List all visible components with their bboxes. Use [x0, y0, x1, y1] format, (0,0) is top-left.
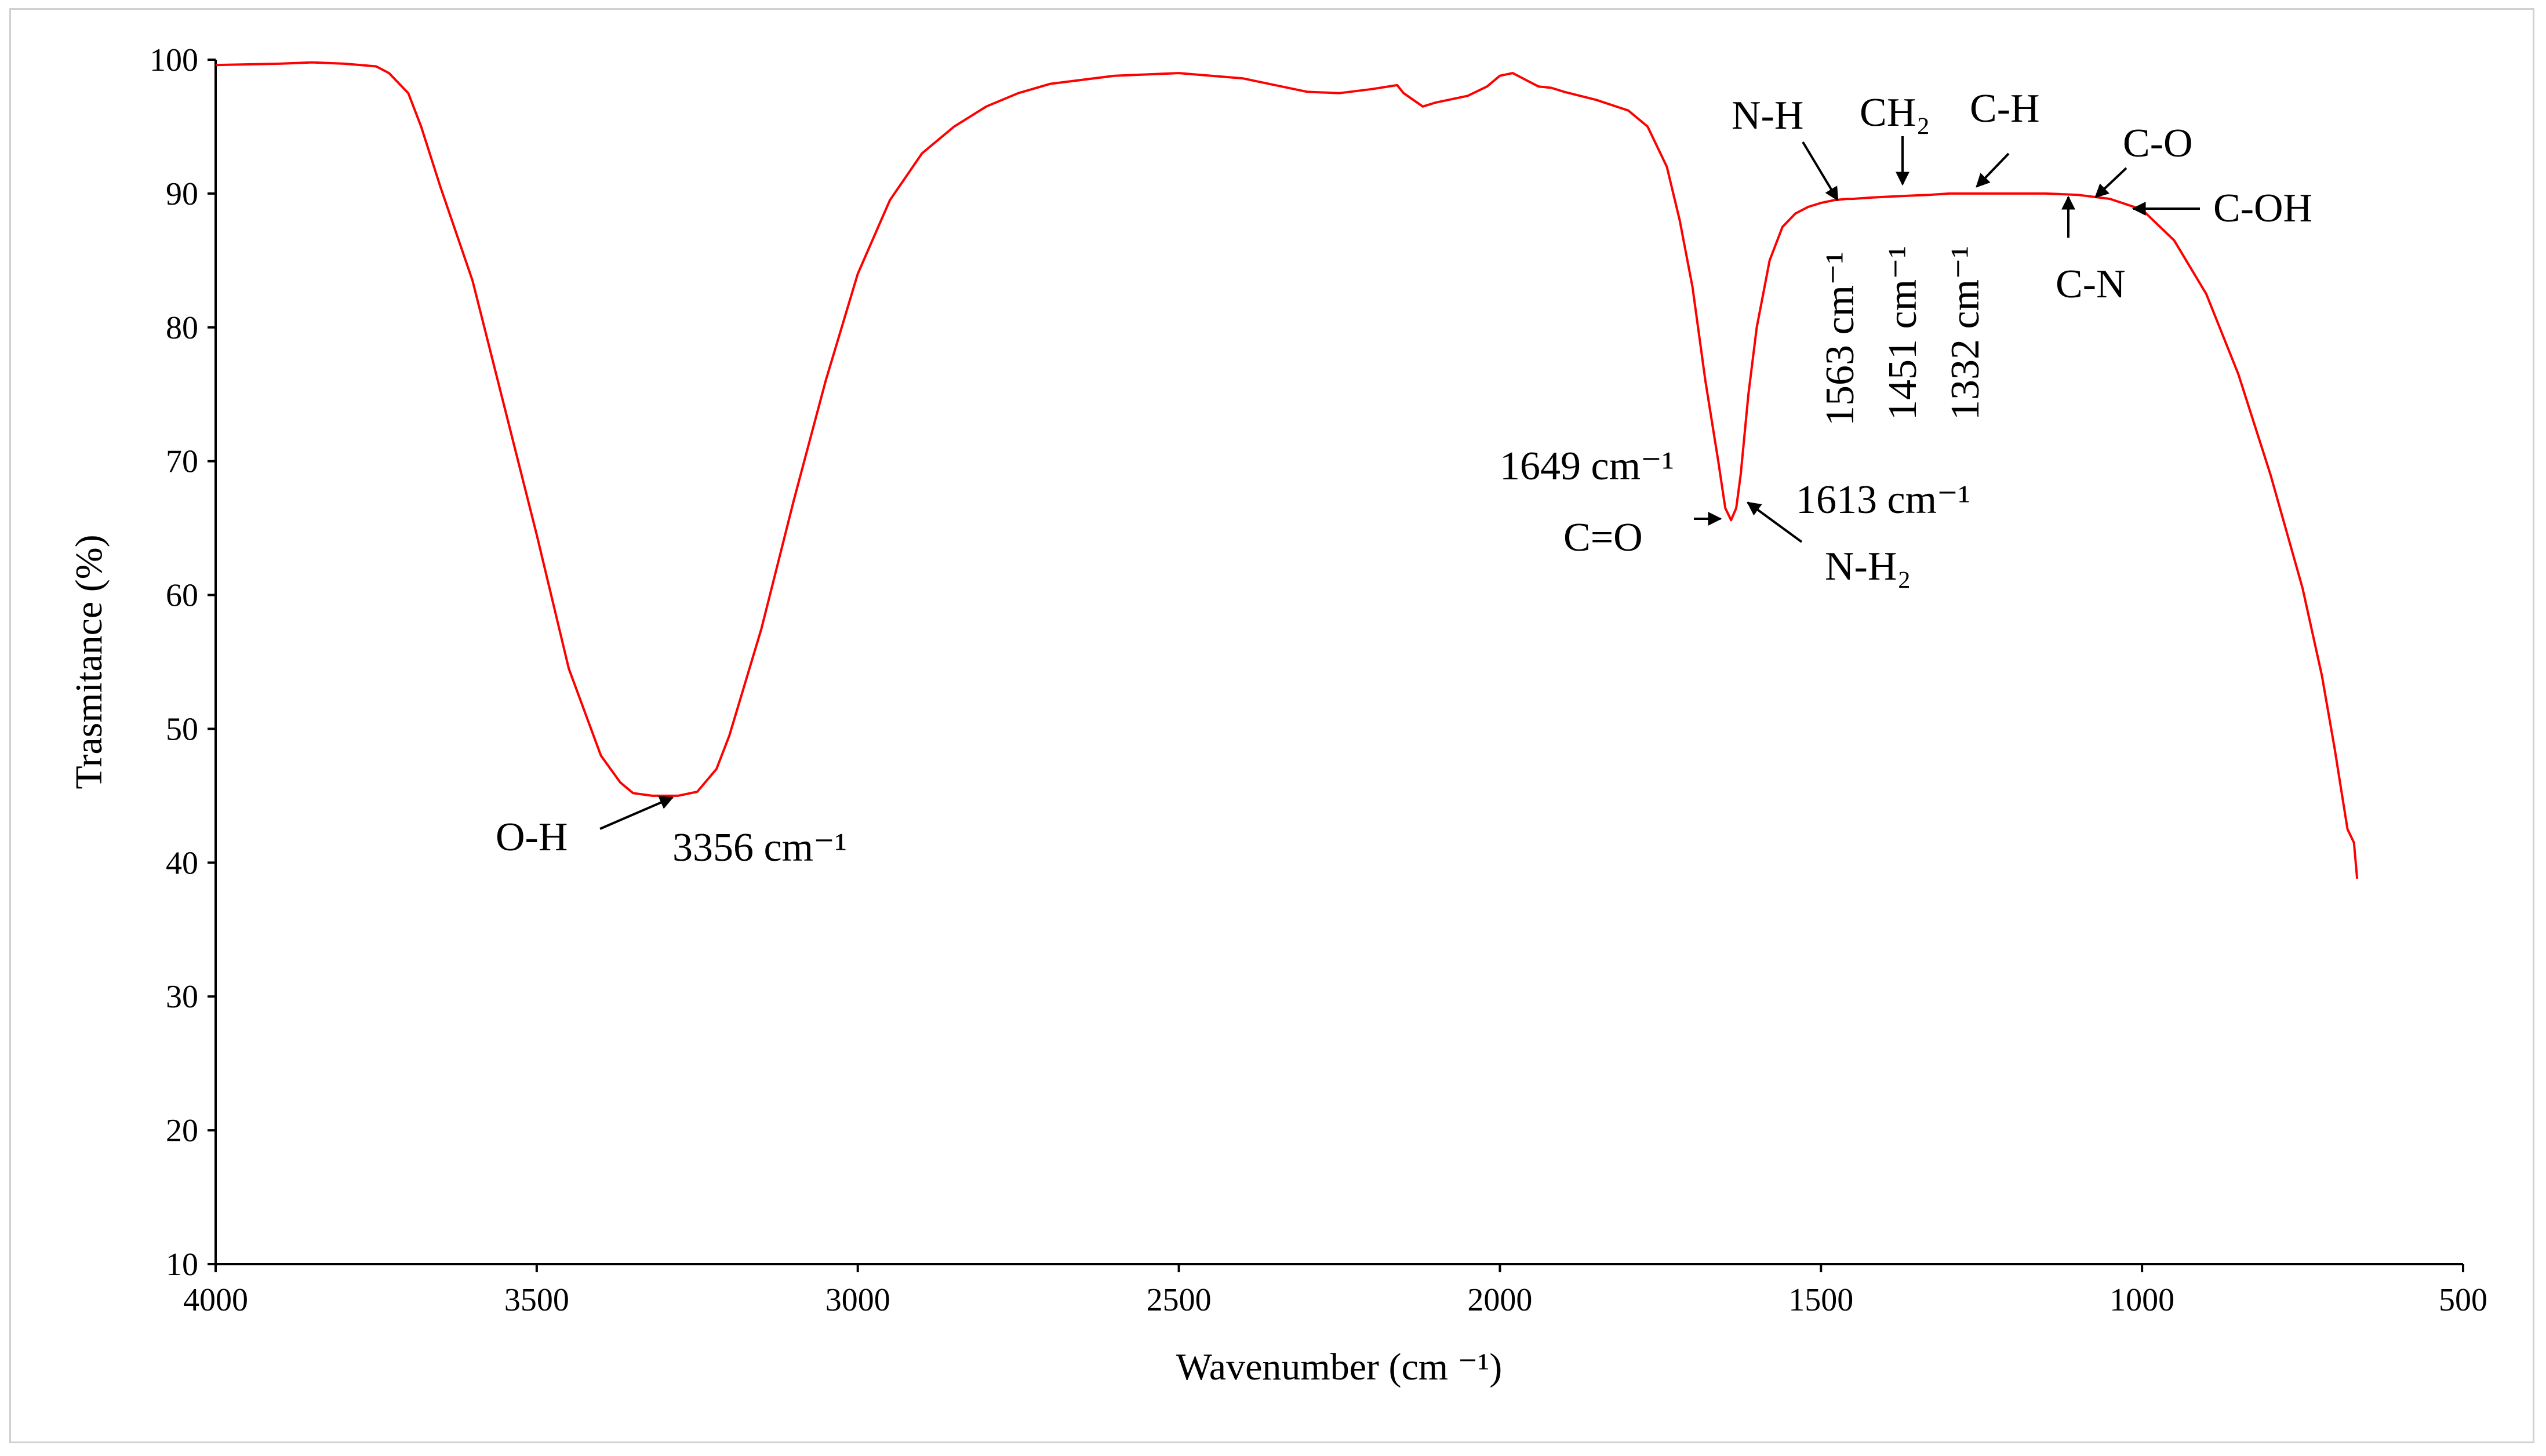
spectrum-line: [215, 61, 2359, 879]
peak-wavenumber-nh2: 1613 cm⁻¹: [1796, 478, 1970, 522]
peak-label-cn: C-N: [2056, 262, 2126, 307]
peak-wavenumber-co-carbonyl: 1649 cm⁻¹: [1500, 444, 1674, 489]
y-tick-label: 20: [166, 1113, 198, 1149]
peak-label-oh: O-H: [496, 815, 568, 860]
y-tick-label: 70: [166, 444, 198, 480]
x-tick-label: 500: [2439, 1282, 2487, 1318]
x-tick-label: 2500: [1147, 1282, 1212, 1318]
x-tick-label: 3500: [504, 1282, 569, 1318]
arrow-nh: [1802, 141, 1839, 202]
x-tick-label: 3000: [825, 1282, 890, 1318]
arrow-ch: [1976, 152, 2010, 188]
peak-label-nh2: N-H₂: [1825, 544, 1911, 589]
chart-frame: [9, 8, 2534, 1443]
x-ticks: 4000 3500 3000 2500 2000 1500 1000 500: [183, 1264, 2487, 1318]
peak-annotations: O-H 3356 cm⁻¹ 1649 cm⁻¹ C=O 1613 cm⁻¹ N-…: [496, 86, 2312, 870]
y-tick-label: 60: [166, 578, 198, 614]
arrow-nh2: [1747, 501, 1803, 543]
y-axis-title: Trasmitance (%): [68, 534, 110, 789]
arrow-co: [2094, 167, 2127, 198]
x-tick-label: 2000: [1467, 1282, 1532, 1318]
x-tick-label: 4000: [183, 1282, 248, 1318]
y-ticks: 10 20 30 40 50 60 70 80 90 100: [150, 42, 216, 1283]
peak-label-co-carbonyl: C=O: [1563, 515, 1643, 560]
peak-wavenumber-ch: 1332 cm⁻¹: [1943, 246, 1988, 420]
y-tick-label: 50: [166, 711, 198, 747]
peak-label-co: C-O: [2123, 121, 2193, 166]
y-tick-label: 30: [166, 979, 198, 1015]
y-tick-label: 40: [166, 845, 198, 881]
y-tick-label: 100: [150, 42, 198, 78]
peak-label-ch2: CH₂: [1860, 90, 1930, 135]
peak-wavenumber-nh: 1563 cm⁻¹: [1818, 252, 1863, 426]
y-tick-label: 90: [166, 176, 198, 212]
x-tick-label: 1500: [1788, 1282, 1853, 1318]
peak-label-ch: C-H: [1970, 86, 2040, 131]
peak-label-coh: C-OH: [2213, 186, 2312, 231]
peak-wavenumber-ch2: 1451 cm⁻¹: [1881, 246, 1925, 420]
peak-wavenumber-oh: 3356 cm⁻¹: [672, 825, 847, 870]
peak-label-nh: N-H: [1732, 93, 1803, 138]
x-tick-label: 1000: [2109, 1282, 2174, 1318]
y-tick-label: 10: [166, 1247, 198, 1283]
arrow-oh: [599, 796, 674, 830]
x-axis-title: Wavenumber (cm ⁻¹): [1176, 1346, 1502, 1388]
y-tick-label: 80: [166, 310, 198, 346]
axes: [214, 60, 2463, 1265]
